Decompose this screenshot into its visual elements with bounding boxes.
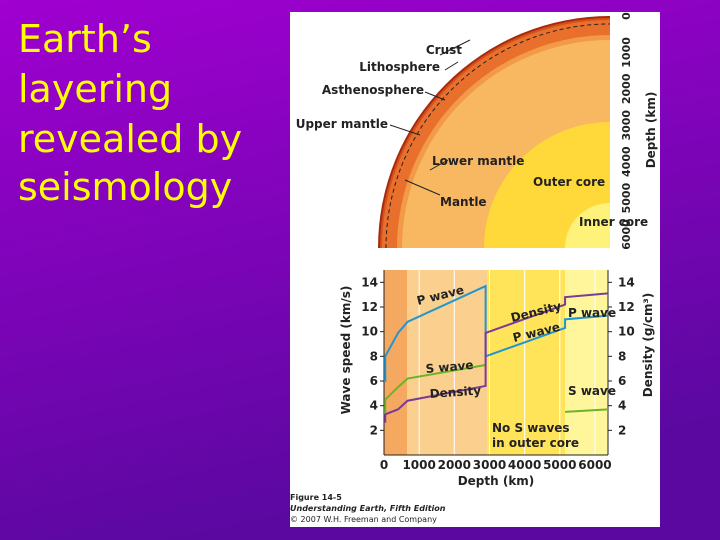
x-tick-label: 6000 [578, 458, 611, 472]
x-tick-label: 1000 [402, 458, 435, 472]
y2-tick-label: 12 [618, 300, 635, 314]
depth-tick-label: 2000 [620, 73, 633, 104]
layer-label: Lithosphere [359, 60, 440, 74]
caption: Understanding Earth, Fifth Edition [290, 504, 446, 513]
y-axis-label: Wave speed (km/s) [339, 286, 353, 415]
chart [384, 270, 608, 455]
y-tick-label: 8 [370, 349, 378, 363]
depth-tick-label: 0 [620, 12, 633, 20]
y-tick-label: 6 [370, 374, 378, 388]
depth-axis-label: Depth (km) [644, 92, 658, 169]
y-tick-label: 14 [361, 275, 378, 289]
y-tick-label: 12 [361, 300, 378, 314]
layer-label: Lower mantle [432, 154, 524, 168]
band-inner-core [565, 270, 608, 455]
x-tick-label: 4000 [508, 458, 541, 472]
layer-label: Upper mantle [296, 117, 388, 131]
earth-section [378, 16, 610, 249]
x-tick-label: 0 [380, 458, 388, 472]
inner-core [565, 203, 610, 248]
annotation: in outer core [492, 436, 579, 450]
band-outer-core [487, 270, 565, 455]
annotation: P wave [568, 306, 616, 320]
annotation: Density [429, 383, 481, 401]
lithosphere-boundary [385, 23, 610, 249]
layer-label: Outer core [533, 175, 605, 189]
slide-title: Earth’s [18, 17, 152, 61]
caption: Figure 14-5 [290, 493, 342, 502]
x-axis-label: Depth (km) [458, 474, 535, 488]
slide-title: revealed by [18, 117, 242, 161]
y2-axis-label: Density (g/cm³) [641, 293, 655, 397]
y2-tick-label: 10 [618, 325, 635, 339]
x-tick-label: 2000 [438, 458, 471, 472]
series-line [384, 363, 609, 415]
layer-label: Crust [426, 43, 462, 57]
y2-tick-label: 4 [618, 399, 626, 413]
y-tick-label: 10 [361, 325, 378, 339]
annotation: No S waves [492, 421, 570, 435]
y2-tick-label: 2 [618, 423, 626, 437]
x-tick-label: 3000 [473, 458, 506, 472]
slide-title: layering [18, 67, 172, 111]
depth-tick-label: 5000 [620, 182, 633, 213]
annotation: S wave [425, 358, 474, 376]
depth-tick-label: 4000 [620, 146, 633, 177]
caption: © 2007 W.H. Freeman and Company [290, 515, 437, 524]
depth-tick-label: 3000 [620, 110, 633, 141]
band-upper-mantle [384, 270, 407, 455]
y-tick-label: 2 [370, 423, 378, 437]
band-lower-mantle [407, 270, 487, 455]
x-tick-label: 5000 [543, 458, 576, 472]
layer-label: Inner core [579, 215, 648, 229]
y2-tick-label: 14 [618, 275, 635, 289]
series-line [384, 284, 609, 382]
leaders [389, 39, 471, 196]
y-tick-label: 4 [370, 399, 378, 413]
layer-label: Mantle [440, 195, 487, 209]
y2-tick-label: 8 [618, 349, 626, 363]
series-line [384, 292, 609, 423]
depth-tick-label: 6000 [620, 219, 633, 250]
depth-tick-label: 1000 [620, 37, 633, 68]
annotation: S wave [568, 384, 616, 398]
slide-title: seismology [18, 165, 232, 209]
y2-tick-label: 6 [618, 374, 626, 388]
layer-label: Asthenosphere [322, 83, 424, 97]
